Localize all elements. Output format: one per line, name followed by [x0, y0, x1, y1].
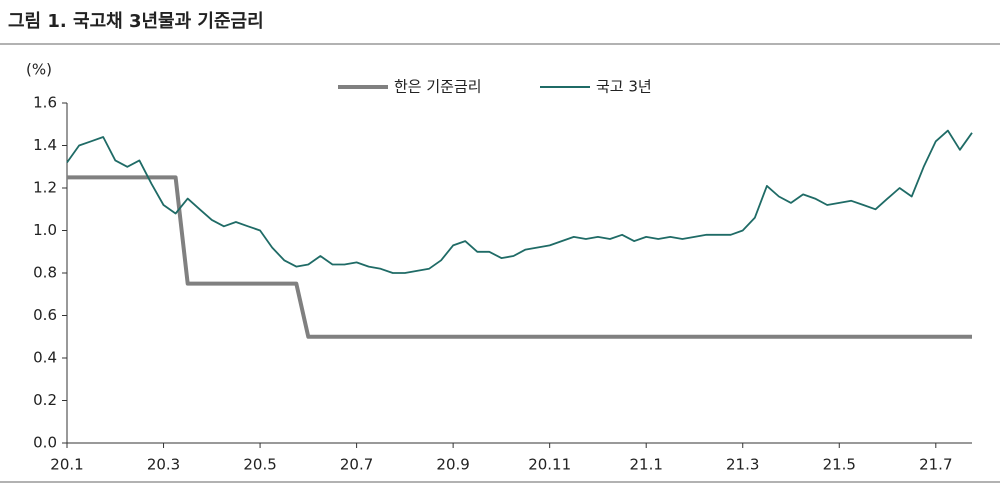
y-axis-label: (%) [26, 61, 52, 79]
y-tick-label: 0.2 [33, 391, 57, 409]
series-line [67, 175, 972, 339]
x-tick-label: 20.11 [528, 456, 571, 474]
x-tick-label: 21.5 [823, 456, 856, 474]
x-tick-label: 20.7 [340, 456, 373, 474]
y-tick-label: 0.6 [33, 306, 57, 324]
series-line [66, 129, 973, 274]
x-tick-label: 21.3 [726, 456, 759, 474]
y-tick-label: 0.8 [33, 264, 57, 282]
x-tick-label: 21.1 [629, 456, 662, 474]
y-tick-label: 1.2 [33, 179, 57, 197]
x-tick-label: 20.3 [147, 456, 180, 474]
x-tick-label: 20.1 [50, 456, 83, 474]
x-tick-label: 20.5 [243, 456, 276, 474]
chart-title: 그림 1. 국고채 3년물과 기준금리 [8, 11, 264, 32]
x-tick-label: 21.7 [919, 456, 952, 474]
y-tick-label: 1.6 [33, 94, 57, 112]
legend-label: 한은 기준금리 [394, 78, 482, 96]
legend-label: 국고 3년 [596, 78, 652, 96]
y-tick-label: 1.0 [33, 221, 57, 239]
y-tick-label: 1.4 [33, 136, 57, 154]
y-tick-label: 0.4 [33, 349, 57, 367]
x-tick-label: 20.9 [436, 456, 469, 474]
y-tick-label: 0.0 [33, 434, 57, 452]
